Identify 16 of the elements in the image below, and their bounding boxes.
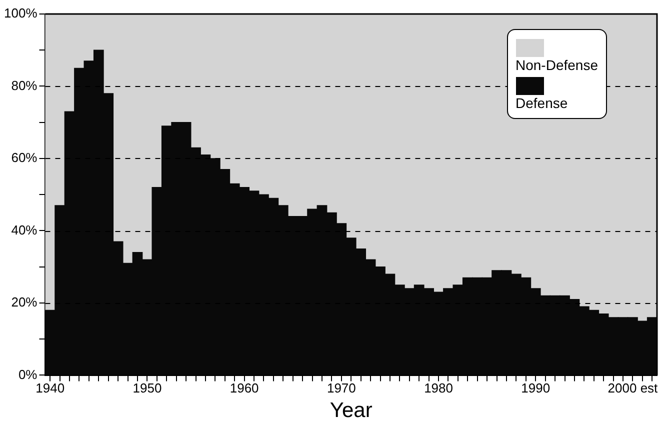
x-tick-label: 1980 bbox=[424, 380, 453, 396]
y-tick-label: 60% bbox=[11, 150, 38, 166]
x-tick-label: 1990 bbox=[521, 380, 550, 396]
y-tick-label: 0% bbox=[18, 366, 38, 382]
legend-label: Defense bbox=[516, 95, 569, 112]
y-tick-label: 80% bbox=[11, 78, 38, 93]
x-tick-label: 1940 bbox=[36, 380, 65, 396]
legend-label: Non-Defense bbox=[516, 57, 598, 74]
x-tick-label: 1970 bbox=[326, 380, 356, 396]
x-tick-label: 2000 est bbox=[608, 380, 658, 396]
x-tick-label: 1950 bbox=[132, 380, 162, 396]
x-tick-label: 1960 bbox=[230, 380, 259, 396]
x-axis-title: Year bbox=[330, 399, 372, 422]
y-tick-label: 20% bbox=[11, 294, 38, 310]
y-tick-label: 100% bbox=[4, 6, 38, 21]
y-tick-label: 40% bbox=[11, 222, 38, 238]
